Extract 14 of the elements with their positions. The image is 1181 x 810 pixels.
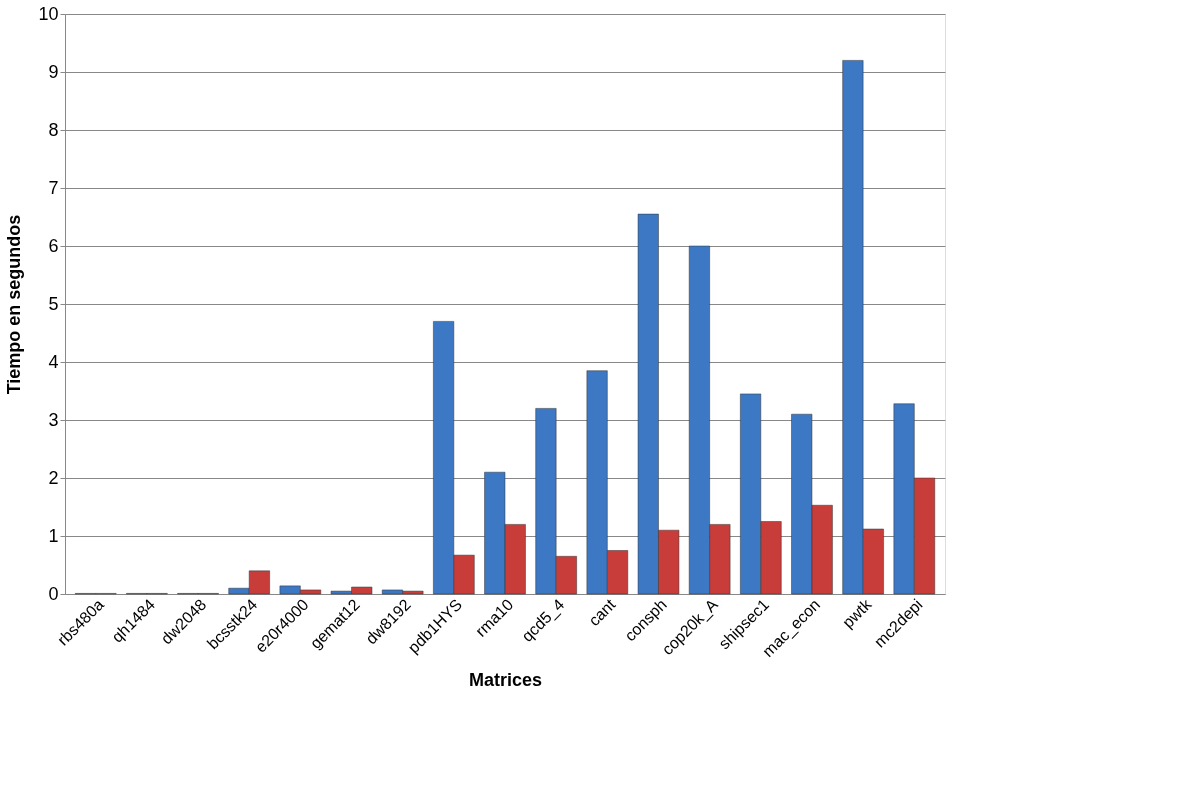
y-tick-label: 8 [48, 119, 59, 140]
y-tick-label: 4 [48, 351, 59, 372]
y-tick-label: 9 [48, 61, 59, 82]
y-tick-label: 3 [48, 409, 59, 430]
x-tick-label: cant [585, 595, 620, 630]
y-axis-title: Tiempo en segundos [4, 214, 25, 395]
y-tick-label: 1 [48, 525, 59, 546]
y-tick-label: 0 [48, 583, 59, 604]
y-tick-label: 6 [48, 235, 59, 256]
x-axis-title: Matrices [468, 670, 543, 691]
y-tick-label: 2 [48, 467, 59, 488]
y-tick-label: 5 [48, 293, 59, 314]
y-tick-label: 7 [48, 177, 59, 198]
y-tick-label: 10 [38, 3, 59, 24]
